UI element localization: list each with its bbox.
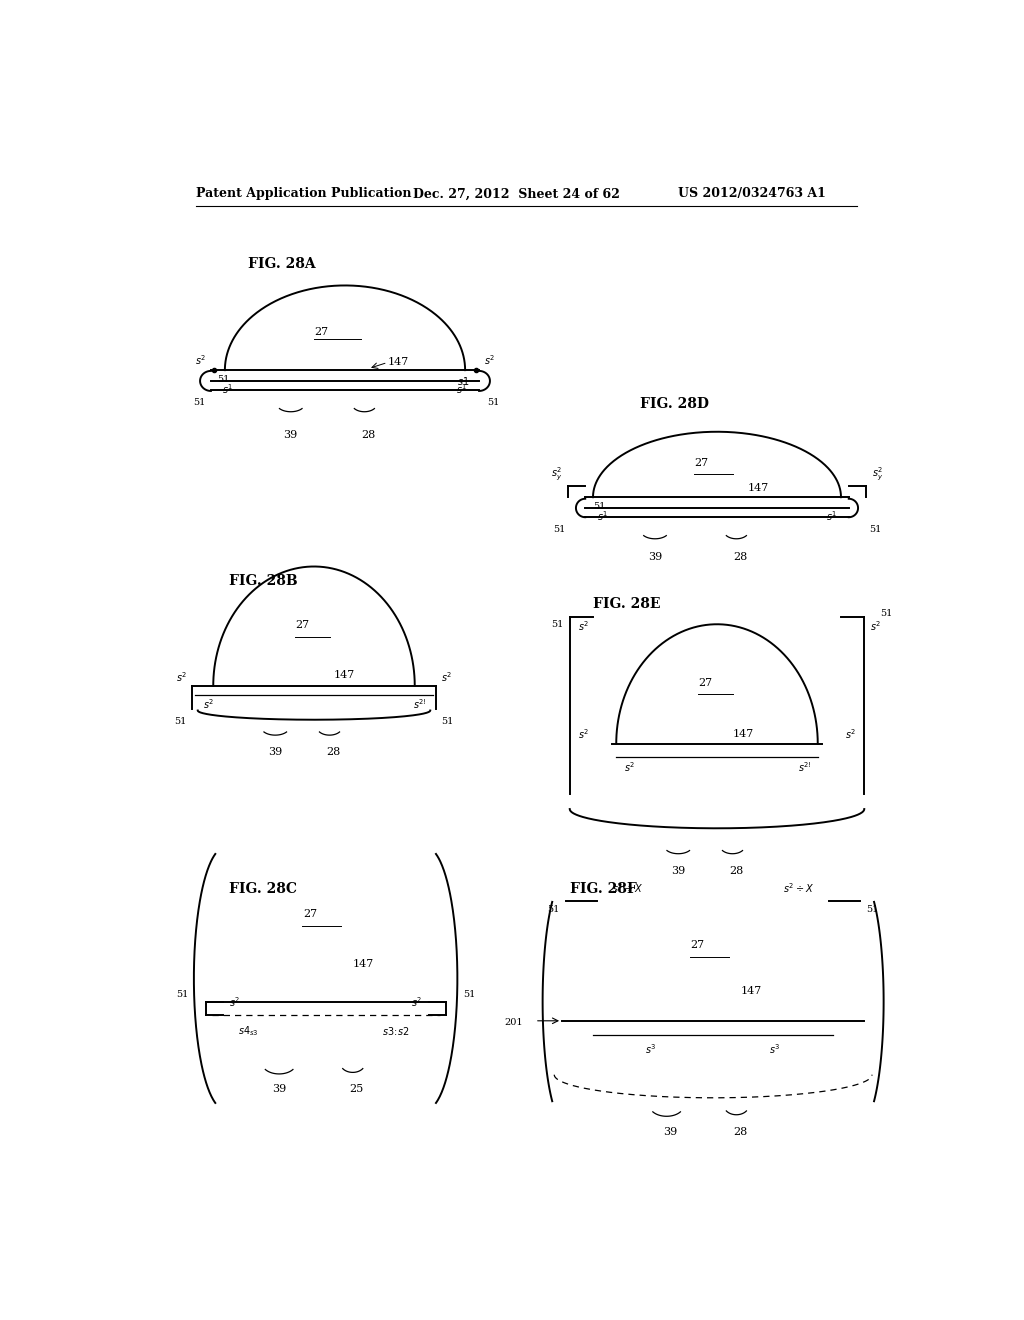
- Text: $s^3$: $s^3$: [645, 1043, 656, 1056]
- Text: 147: 147: [740, 986, 762, 995]
- Text: $s^2 \div X$: $s^2 \div X$: [783, 882, 814, 895]
- Text: 147: 147: [748, 483, 769, 494]
- Text: 39: 39: [671, 866, 685, 876]
- Text: 28: 28: [327, 747, 341, 758]
- Text: 147: 147: [388, 358, 409, 367]
- Text: 27: 27: [698, 678, 713, 688]
- Text: $s^2$: $s^2$: [578, 727, 589, 741]
- Text: 51: 51: [547, 904, 560, 913]
- Text: 51: 51: [486, 397, 500, 407]
- Text: FIG. 28D: FIG. 28D: [640, 397, 709, 411]
- Text: 28: 28: [729, 866, 743, 876]
- Text: $s1$: $s1$: [458, 375, 470, 387]
- Text: 147: 147: [732, 730, 754, 739]
- Text: FIG. 28A: FIG. 28A: [248, 257, 315, 271]
- Text: 147: 147: [352, 958, 374, 969]
- Text: 39: 39: [284, 430, 298, 440]
- Text: 27: 27: [295, 620, 309, 630]
- Text: 27: 27: [314, 326, 329, 337]
- Text: 51: 51: [176, 990, 188, 999]
- Text: 27: 27: [690, 940, 705, 949]
- Text: $s^1$: $s^1$: [597, 510, 608, 523]
- Text: 51: 51: [593, 502, 605, 511]
- Text: $s^2_y$: $s^2_y$: [872, 466, 883, 483]
- Text: $s^2$: $s^2$: [624, 760, 635, 774]
- Text: $s^2 \div X$: $s^2 \div X$: [612, 882, 643, 895]
- Text: $s^2$: $s^2$: [483, 354, 495, 367]
- Text: 39: 39: [268, 747, 283, 758]
- Text: FIG. 28C: FIG. 28C: [228, 882, 297, 896]
- Text: $s^{2!}$: $s^{2!}$: [413, 697, 426, 711]
- Text: 51: 51: [441, 717, 454, 726]
- Text: $s^2$: $s^2$: [441, 669, 453, 684]
- Text: FIG. 28B: FIG. 28B: [228, 574, 297, 589]
- Text: 51: 51: [866, 904, 879, 913]
- Text: $s^2$: $s^2$: [846, 727, 856, 741]
- Text: $s^2$: $s^2$: [203, 697, 214, 711]
- Text: 51: 51: [463, 990, 475, 999]
- Text: $s^2$: $s^2$: [578, 619, 589, 634]
- Text: 51: 51: [551, 619, 563, 628]
- Text: $s^{2!}$: $s^{2!}$: [798, 760, 811, 774]
- Text: 39: 39: [664, 1127, 678, 1137]
- Text: $s^1$: $s^1$: [222, 383, 233, 396]
- Text: 25: 25: [349, 1085, 364, 1094]
- Text: 51: 51: [869, 525, 882, 533]
- Text: 51: 51: [880, 609, 892, 618]
- Text: Patent Application Publication: Patent Application Publication: [197, 187, 412, 201]
- Text: $s^2$: $s^2$: [196, 354, 206, 367]
- Text: $s^1$: $s^1$: [457, 383, 468, 396]
- Text: 51: 51: [553, 525, 565, 533]
- Text: $s^2$: $s^2$: [176, 669, 187, 684]
- Text: $s^2$: $s^2$: [229, 995, 241, 1010]
- Text: $s^1$: $s^1$: [826, 510, 838, 523]
- Text: 201: 201: [505, 1018, 523, 1027]
- Text: 51: 51: [174, 717, 187, 726]
- Text: FIG. 28E: FIG. 28E: [593, 597, 660, 611]
- Text: $s4_{s3}$: $s4_{s3}$: [238, 1024, 258, 1039]
- Text: 27: 27: [303, 909, 317, 919]
- Text: 39: 39: [272, 1085, 287, 1094]
- Text: 147: 147: [334, 671, 354, 680]
- Text: $s^3$: $s^3$: [769, 1043, 780, 1056]
- Text: 27: 27: [694, 458, 709, 469]
- Text: 28: 28: [733, 1127, 748, 1137]
- Text: $s^2_y$: $s^2_y$: [551, 466, 562, 483]
- Text: US 2012/0324763 A1: US 2012/0324763 A1: [678, 187, 826, 201]
- Text: 39: 39: [648, 552, 663, 561]
- Text: $s3\!:\!s2$: $s3\!:\!s2$: [382, 1024, 410, 1036]
- Text: 28: 28: [733, 552, 748, 561]
- Text: FIG. 28F: FIG. 28F: [569, 882, 637, 896]
- Text: $s^2$: $s^2$: [411, 995, 422, 1010]
- Text: 51: 51: [217, 375, 229, 384]
- Text: 51: 51: [194, 397, 206, 407]
- Text: $s^2$: $s^2$: [870, 619, 882, 634]
- Text: 28: 28: [361, 430, 376, 440]
- Text: Dec. 27, 2012  Sheet 24 of 62: Dec. 27, 2012 Sheet 24 of 62: [414, 187, 621, 201]
